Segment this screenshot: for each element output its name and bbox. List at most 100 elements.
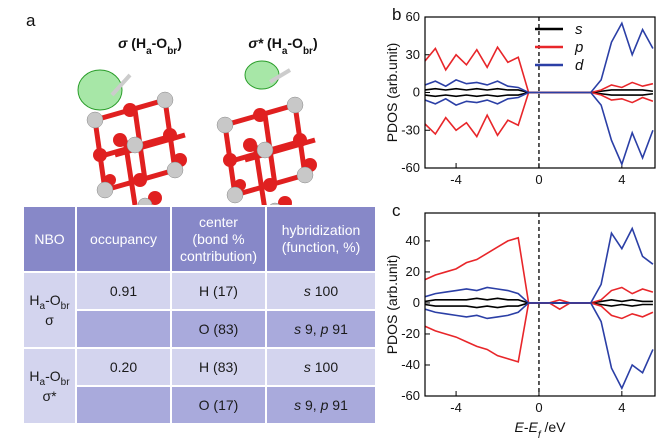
orbital-lobe <box>244 60 280 90</box>
header-text: NBO <box>34 230 65 247</box>
y-tick-label: 0 <box>413 85 420 100</box>
panel-label: a <box>26 11 36 30</box>
empty-cell <box>75 309 172 349</box>
legend-label: d <box>575 57 584 74</box>
text-part: f <box>538 430 542 439</box>
text-part: 91 <box>328 321 348 337</box>
text-part: (H <box>127 35 146 51</box>
text-part: σ <box>118 35 128 51</box>
text-part: br <box>60 300 70 312</box>
text-part: a <box>39 300 46 312</box>
nbo-cell: Ha-Obr σ <box>22 271 77 349</box>
x-tick-label: -4 <box>450 172 462 187</box>
center-cell: O (17) <box>170 385 267 425</box>
occupancy-cell: 0.20 <box>75 347 172 387</box>
center-cell: H (83) <box>170 347 267 387</box>
text-part: -O <box>45 292 61 309</box>
text-part: a <box>282 46 288 57</box>
header-text: contribution) <box>179 247 258 264</box>
center-cell: H (17) <box>170 271 267 311</box>
text-part: 9, <box>301 321 321 337</box>
text-part: H <box>29 368 40 385</box>
x-tick-label: 0 <box>535 400 542 415</box>
nbo-cell: Ha-Obr σ* <box>22 347 77 425</box>
table-row: O (17) s 9, p 91 <box>23 385 377 425</box>
text-part: H <box>29 292 40 309</box>
header-cell: occupancy <box>75 205 172 273</box>
text-part: ) <box>313 35 318 51</box>
text-part: E <box>528 419 538 435</box>
x-tick-label: -4 <box>450 400 462 415</box>
plot-frame <box>424 212 656 397</box>
y-tick-label: 40 <box>406 233 420 248</box>
table-row: Ha-Obr σ* 0.20 H (83) s 100 <box>22 347 377 425</box>
header-cell: center (bond % contribution) <box>170 205 267 273</box>
x-tick-label: 4 <box>618 172 625 187</box>
y-axis-label: PDOS (arb.unit) <box>384 43 400 143</box>
text-part: σ <box>45 311 54 328</box>
text-part: ) <box>177 35 182 51</box>
orbital-title: σ (Ha-Obr) <box>118 35 182 57</box>
hybrid-cell: s 9, p 91 <box>265 385 377 425</box>
molecule <box>217 97 317 217</box>
text-part: E <box>514 419 524 435</box>
text-part: 9, <box>301 397 321 413</box>
legend-label: s <box>575 21 583 38</box>
text-part: 100 <box>310 359 339 375</box>
center-cell: O (83) <box>170 309 267 349</box>
x-axis-label: E-Ef /eV <box>514 419 566 439</box>
text-part: -O <box>287 35 303 51</box>
text-part: s <box>294 397 302 413</box>
header-cell: NBO <box>22 205 77 273</box>
panel-label: c <box>392 201 401 220</box>
y-tick-label: 60 <box>406 9 420 24</box>
text-part: /eV <box>541 419 567 435</box>
text-part: s <box>303 359 311 375</box>
plot-frame <box>424 16 656 169</box>
text-part: (H <box>263 35 282 51</box>
text-part: br <box>167 46 177 57</box>
orbital-lobe <box>77 69 123 111</box>
bond <box>268 68 292 84</box>
header-cell: hybridization (function, %) <box>265 205 377 273</box>
text-part: a <box>146 46 152 57</box>
hybrid-cell: s 100 <box>265 347 377 387</box>
x-tick-label: 4 <box>618 400 625 415</box>
text-part: σ* <box>42 387 57 404</box>
text-part: -O <box>45 368 61 385</box>
text-part: σ* <box>248 35 263 51</box>
text-part: a <box>39 376 46 388</box>
table-row: O (83) s 9, p 91 <box>23 309 377 349</box>
pdos-line <box>425 91 654 167</box>
text-part: br <box>60 376 70 388</box>
panel-label: b <box>392 5 401 24</box>
y-tick-label: -20 <box>401 326 420 341</box>
y-tick-label: 0 <box>413 295 420 310</box>
plot <box>425 226 654 391</box>
orbital-title: σ* (Ha-Obr) <box>248 35 317 57</box>
header-row: NBO occupancy center (bond % contribution) hy… <box>22 205 377 273</box>
legend-label: p <box>574 39 583 56</box>
header-text: hybridization <box>281 222 361 238</box>
text-part: -O <box>152 35 168 51</box>
plot <box>425 21 654 167</box>
header-text: (function, %) <box>281 239 361 255</box>
text-part: 100 <box>310 283 339 299</box>
text-part: - <box>524 419 529 435</box>
text-part: 91 <box>328 397 348 413</box>
empty-cell <box>75 385 172 425</box>
pdos-line <box>425 302 654 391</box>
y-tick-label: 20 <box>406 264 420 279</box>
bond <box>110 73 132 97</box>
header-text: (bond % <box>192 230 245 247</box>
occupancy-cell: 0.91 <box>75 271 172 311</box>
hybrid-cell: s 100 <box>265 271 377 311</box>
y-tick-label: -60 <box>401 388 420 403</box>
y-axis-label: PDOS (arb.unit) <box>384 255 400 355</box>
nbo-table: NBO occupancy center (bond % contribution) hy… <box>22 205 377 425</box>
text-part: s <box>294 321 302 337</box>
text-part: s <box>303 283 311 299</box>
text-part: p <box>320 321 329 337</box>
y-tick-label: -40 <box>401 357 420 372</box>
